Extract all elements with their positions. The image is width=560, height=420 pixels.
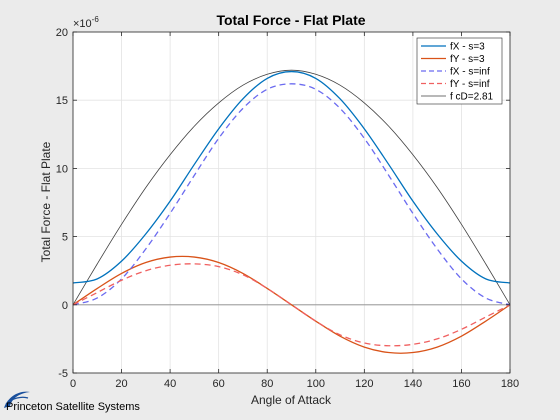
legend-label: fX - s=3 [450, 42, 485, 53]
legend-label: fX - s=inf [450, 67, 490, 78]
ticks [72, 31, 511, 374]
logo-swoosh-accent-icon [5, 396, 29, 405]
y-tick-label: 5 [62, 232, 68, 244]
series-line-fx-s-inf [72, 83, 511, 306]
series-line-fy-s-3 [72, 255, 511, 354]
series-group [72, 69, 511, 354]
x-tick-label: 120 [355, 378, 373, 390]
series-line-f-cd-2-81 [72, 69, 511, 306]
chart-title: Total Force - Flat Plate [216, 12, 365, 28]
y-tick-label: 10 [56, 163, 68, 175]
y-tick-label: 20 [56, 27, 68, 39]
legend-label: fY - s=3 [450, 54, 485, 65]
y-tick-labels: -5 0 5 10 15 20 [56, 27, 68, 380]
x-tick-label: 140 [404, 378, 422, 390]
legend-label: fY - s=inf [450, 79, 490, 90]
x-tick-label: 60 [213, 378, 225, 390]
x-tick-label: 100 [307, 378, 325, 390]
y-axis-label: Total Force - Flat Plate [39, 141, 53, 262]
y-tick-label: 0 [62, 300, 68, 312]
x-tick-label: 80 [261, 378, 273, 390]
y-exponent-power: -6 [92, 15, 100, 24]
x-tick-label: 180 [501, 378, 519, 390]
x-axis-label: Angle of Attack [251, 393, 332, 407]
logo: Princeton Satellite Systems [4, 391, 140, 413]
axes-box [72, 31, 511, 374]
logo-text: Princeton Satellite Systems [6, 401, 140, 413]
x-tick-labels: 0 20 40 60 80 100 120 140 160 180 [70, 378, 519, 390]
x-tick-label: 0 [70, 378, 76, 390]
series-line-fx-s-3 [72, 70, 511, 284]
y-tick-label: 15 [56, 95, 68, 107]
legend-label: f cD=2.81 [450, 92, 494, 103]
x-tick-label: 20 [115, 378, 127, 390]
y-tick-label: -5 [58, 368, 68, 380]
x-tick-label: 40 [164, 378, 176, 390]
series-line-fy-s-inf [72, 263, 511, 347]
x-tick-label: 160 [452, 378, 470, 390]
y-exponent-label: ×10-6 [73, 15, 99, 30]
logo-swoosh-icon [4, 391, 30, 408]
